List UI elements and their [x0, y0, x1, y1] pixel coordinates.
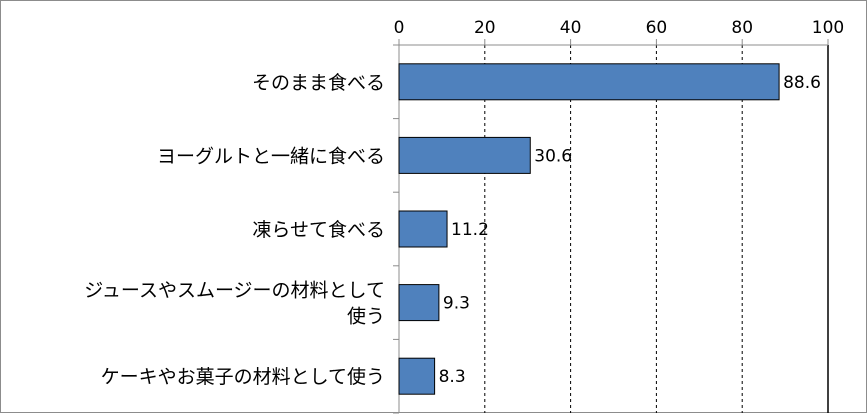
category-label-line: 使う: [347, 306, 385, 328]
x-tick-label: 20: [474, 18, 496, 38]
category-label-line: ケーキやお菓子の材料として使う: [101, 366, 385, 388]
bar: [398, 210, 448, 248]
category-label: そのまま食べる: [252, 72, 385, 94]
category-label-line: そのまま食べる: [252, 72, 385, 94]
x-tick-label: 40: [560, 18, 582, 38]
x-tick-label: 80: [731, 18, 753, 38]
category-label: ヨーグルトと一緒に食べる: [157, 145, 385, 167]
data-label: 8.3: [439, 367, 466, 387]
data-label: 88.6: [783, 73, 821, 93]
bar: [398, 63, 780, 101]
x-tick-label: 100: [812, 18, 844, 38]
x-tick-label: 60: [646, 18, 668, 38]
category-label-line: 凍らせて食べる: [252, 219, 385, 241]
data-label: 30.6: [534, 146, 572, 166]
data-label: 9.3: [443, 294, 470, 314]
bar: [398, 357, 436, 395]
bar: [398, 284, 440, 322]
data-label: 11.2: [451, 220, 489, 240]
bar: [398, 136, 531, 174]
category-label: 凍らせて食べる: [252, 219, 385, 241]
x-tick-label: 0: [394, 18, 405, 38]
category-label: ジュースやスムージーの材料として使う: [84, 280, 385, 328]
category-label-line: ヨーグルトと一緒に食べる: [157, 145, 385, 167]
category-label-line: ジュースやスムージーの材料として: [84, 280, 385, 302]
category-label: ケーキやお菓子の材料として使う: [101, 366, 385, 388]
